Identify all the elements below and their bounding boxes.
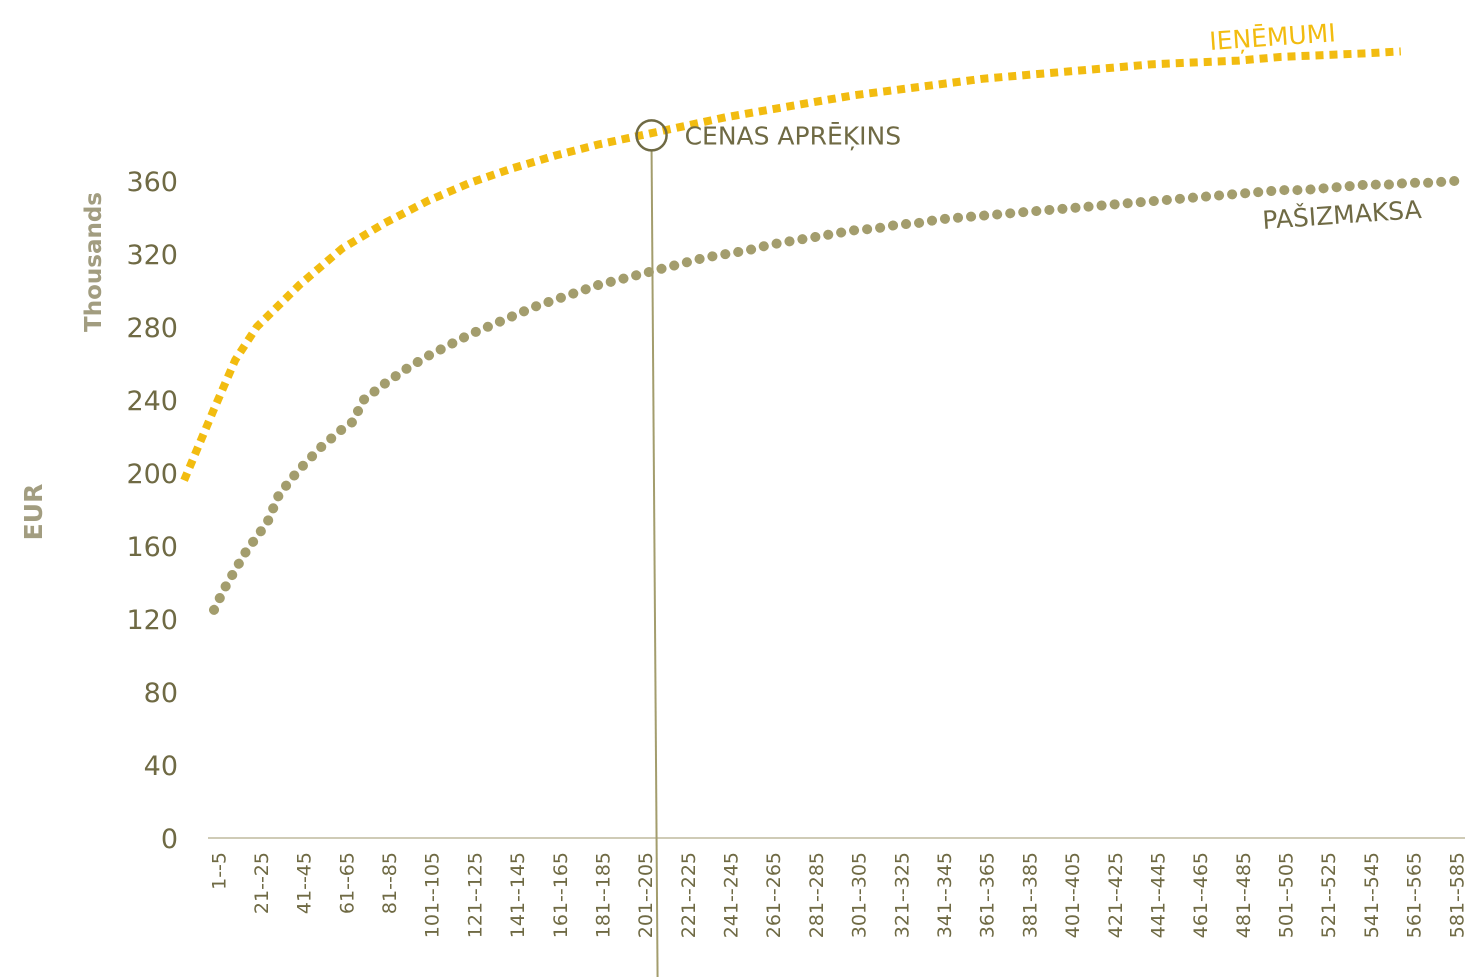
annotation-label: CENAS APRĒĶINS (685, 121, 902, 150)
series-line-cost (209, 176, 1465, 615)
series-label-cost: PAŠIZMAKSA (1261, 194, 1422, 235)
x-tick-label: 321--325 (891, 852, 913, 938)
x-tick-label: 281--285 (806, 852, 828, 938)
x-tick-label: 521--525 (1318, 852, 1340, 938)
x-tick-label: 341--345 (934, 852, 956, 938)
y-axis: 0 40 80 120 160 200 240 280 320 360 (126, 167, 178, 855)
x-tick-label: 201--205 (635, 852, 657, 938)
y-tick-label: 80 (144, 678, 178, 709)
y-tick-label: 200 (126, 459, 178, 490)
y-axis-title: EUR (19, 484, 48, 541)
x-tick-label: 21--25 (251, 852, 273, 914)
x-tick-label: 561--565 (1404, 852, 1426, 938)
x-tick-label: 481--485 (1233, 852, 1255, 938)
x-tick-label: 421--425 (1105, 852, 1127, 938)
x-tick-label: 301--305 (849, 852, 871, 938)
y-tick-label: 360 (126, 167, 178, 198)
x-tick-label: 141--145 (507, 852, 529, 938)
x-tick-label: 241--245 (721, 852, 743, 938)
x-tick-label: 181--185 (592, 852, 614, 938)
x-tick-label: 61--65 (336, 852, 358, 914)
series-line-revenue (180, 47, 1402, 482)
y-tick-label: 240 (126, 386, 178, 417)
x-tick-label: 381--385 (1019, 852, 1041, 938)
x-tick-label: 161--165 (550, 852, 572, 938)
y-axis-unit-label: Thousands (81, 192, 107, 332)
x-tick-label: 101--105 (422, 852, 444, 938)
x-axis: 1--5 21--25 41--45 61--65 81--85 101--105 121-… (208, 852, 1465, 938)
series-layer (180, 47, 1465, 615)
annotation-vertical-line (650, 150, 659, 977)
x-tick-label: 441--445 (1147, 852, 1169, 938)
x-tick-label: 81--85 (379, 852, 401, 914)
y-tick-label: 0 (161, 824, 178, 855)
x-tick-label: 541--545 (1361, 852, 1383, 938)
x-tick-label: 221--225 (678, 852, 700, 938)
x-tick-label: 261--265 (763, 852, 785, 938)
annotation-marker (635, 119, 668, 152)
x-tick-label: 501--505 (1276, 852, 1298, 938)
series-label-revenue: IEŅĒMUMI (1208, 18, 1336, 56)
y-tick-label: 120 (126, 605, 178, 636)
x-tick-label: 1--5 (208, 852, 230, 890)
y-tick-label: 160 (126, 532, 178, 563)
x-tick-label: 581--585 (1446, 852, 1465, 938)
x-tick-label: 401--405 (1062, 852, 1084, 938)
x-tick-label: 121--125 (464, 852, 486, 938)
y-tick-label: 280 (126, 313, 178, 344)
x-tick-label: 461--465 (1190, 852, 1212, 938)
y-tick-label: 320 (126, 240, 178, 271)
x-tick-label: 41--45 (294, 852, 316, 914)
y-tick-label: 40 (144, 751, 178, 782)
x-tick-label: 361--365 (977, 852, 999, 938)
